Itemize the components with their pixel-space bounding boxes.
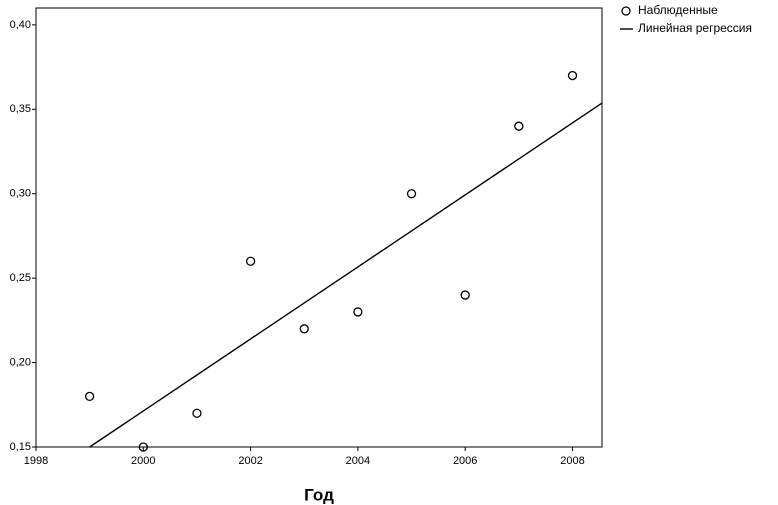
x-tick-label: 2002	[238, 455, 262, 467]
x-tick-label: 2008	[560, 455, 584, 467]
legend-label: Линейная регрессия	[638, 21, 752, 35]
data-point	[192, 408, 202, 418]
y-tick-label: 0,35	[10, 103, 31, 115]
data-point	[138, 442, 148, 452]
legend-label: Наблюденные	[638, 3, 718, 17]
y-tick-label: 0,25	[10, 272, 31, 284]
legend-marker	[621, 6, 631, 16]
x-tick-label: 2000	[131, 455, 155, 467]
y-tick-label: 0,30	[10, 188, 31, 200]
x-tick-label: 2004	[346, 455, 370, 467]
data-point	[245, 256, 256, 266]
x-tick-label: 1998	[24, 455, 48, 467]
x-tick-label: 2006	[453, 455, 477, 467]
regression-line	[89, 102, 603, 448]
plot-frame	[35, 7, 603, 448]
x-axis-label: Год	[304, 485, 334, 504]
y-tick-label: 0,15	[10, 441, 31, 453]
data-point	[460, 290, 470, 300]
data-point	[353, 307, 363, 317]
data-point	[567, 70, 578, 81]
data-point	[299, 324, 309, 334]
data-point	[84, 391, 95, 401]
y-tick-label: 0,20	[10, 356, 31, 368]
data-point	[514, 121, 524, 131]
y-tick-label: 0,40	[10, 19, 31, 31]
data-point	[406, 189, 417, 199]
